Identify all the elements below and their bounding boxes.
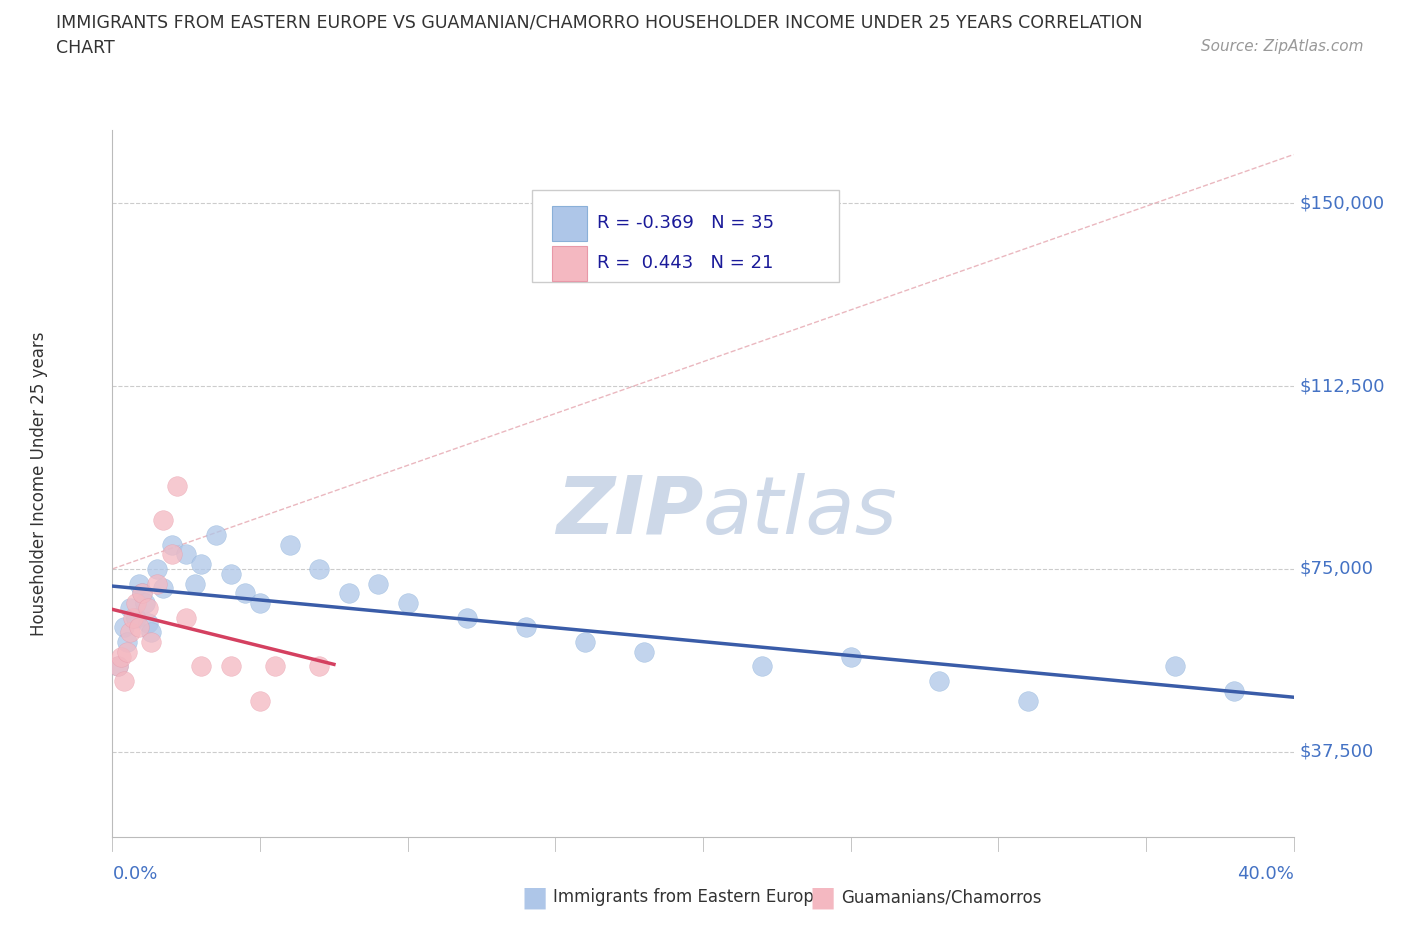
Point: [134, 595, 156, 610]
Point: [125, 610, 148, 625]
Point: [117, 644, 138, 659]
Text: Householder Income Under 25 years: Householder Income Under 25 years: [30, 331, 48, 636]
FancyBboxPatch shape: [531, 191, 839, 282]
Point: [174, 547, 197, 562]
Point: [928, 673, 950, 688]
Point: [139, 634, 162, 649]
Point: [146, 576, 169, 591]
Point: [112, 620, 135, 635]
Text: 0.0%: 0.0%: [112, 865, 157, 884]
Text: $75,000: $75,000: [1299, 560, 1374, 578]
Point: [367, 576, 389, 591]
Point: [396, 595, 419, 610]
Point: [308, 562, 330, 577]
Point: [515, 620, 537, 635]
Point: [107, 659, 129, 674]
Text: $150,000: $150,000: [1299, 194, 1385, 212]
Bar: [551, 246, 588, 281]
Point: [308, 659, 330, 674]
Text: ■: ■: [522, 884, 547, 911]
Text: CHART: CHART: [56, 39, 115, 57]
Text: R = -0.369   N = 35: R = -0.369 N = 35: [596, 215, 773, 232]
Point: [1223, 684, 1246, 698]
Point: [152, 512, 174, 527]
Point: [190, 556, 212, 571]
Point: [219, 566, 242, 581]
Point: [190, 659, 212, 674]
Text: 40.0%: 40.0%: [1237, 865, 1294, 884]
Point: [136, 601, 159, 616]
Point: [264, 659, 287, 674]
Point: [574, 634, 596, 649]
Point: [839, 649, 862, 664]
Text: ZIP: ZIP: [555, 472, 703, 551]
Point: [174, 610, 197, 625]
Point: [152, 581, 174, 596]
Text: Guamanians/Chamorros: Guamanians/Chamorros: [841, 888, 1042, 907]
Point: [112, 673, 135, 688]
Point: [120, 601, 142, 616]
Point: [1164, 659, 1187, 674]
Point: [249, 693, 271, 708]
Point: [128, 576, 150, 591]
Text: $37,500: $37,500: [1299, 743, 1374, 761]
Point: [120, 625, 142, 640]
Bar: [551, 206, 588, 241]
Point: [139, 625, 162, 640]
Point: [751, 659, 773, 674]
Point: [110, 649, 132, 664]
Point: [131, 586, 153, 601]
Point: [205, 527, 228, 542]
Point: [125, 595, 148, 610]
Point: [1017, 693, 1039, 708]
Point: [184, 576, 207, 591]
Point: [233, 586, 256, 601]
Point: [166, 479, 188, 494]
Point: [122, 610, 145, 625]
Point: [136, 615, 159, 630]
Text: R =  0.443   N = 21: R = 0.443 N = 21: [596, 255, 773, 272]
Point: [117, 634, 138, 649]
Text: $112,500: $112,500: [1299, 377, 1385, 395]
Point: [219, 659, 242, 674]
Text: Source: ZipAtlas.com: Source: ZipAtlas.com: [1201, 39, 1364, 54]
Point: [160, 547, 183, 562]
Point: [249, 595, 271, 610]
Text: IMMIGRANTS FROM EASTERN EUROPE VS GUAMANIAN/CHAMORRO HOUSEHOLDER INCOME UNDER 25: IMMIGRANTS FROM EASTERN EUROPE VS GUAMAN…: [56, 14, 1143, 32]
Point: [160, 538, 183, 552]
Point: [131, 586, 153, 601]
Point: [107, 659, 129, 674]
Point: [337, 586, 360, 601]
Point: [278, 538, 301, 552]
Point: [456, 610, 478, 625]
Point: [146, 562, 169, 577]
Text: ■: ■: [810, 884, 835, 911]
Text: atlas: atlas: [703, 472, 898, 551]
Point: [633, 644, 655, 659]
Point: [128, 620, 150, 635]
Text: Immigrants from Eastern Europe: Immigrants from Eastern Europe: [553, 888, 824, 907]
